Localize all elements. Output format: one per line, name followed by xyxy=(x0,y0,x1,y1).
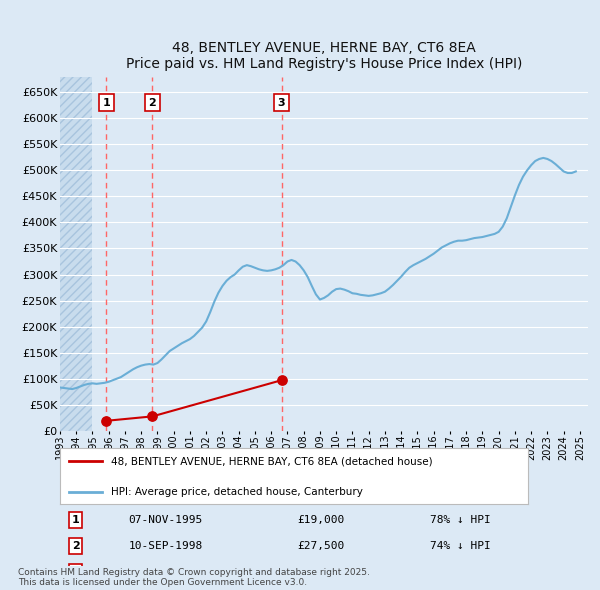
Text: 3: 3 xyxy=(278,98,286,108)
Bar xyxy=(60,77,92,431)
Text: Contains HM Land Registry data © Crown copyright and database right 2025.
This d: Contains HM Land Registry data © Crown c… xyxy=(18,568,370,587)
Text: £97,000: £97,000 xyxy=(298,566,345,576)
Text: HPI: Average price, detached house, Canterbury: HPI: Average price, detached house, Cant… xyxy=(112,487,364,497)
Text: 1: 1 xyxy=(72,515,80,525)
Title: 48, BENTLEY AVENUE, HERNE BAY, CT6 8EA
Price paid vs. HM Land Registry's House P: 48, BENTLEY AVENUE, HERNE BAY, CT6 8EA P… xyxy=(126,41,522,71)
Text: 21-AUG-2006: 21-AUG-2006 xyxy=(128,566,203,576)
Text: 07-NOV-1995: 07-NOV-1995 xyxy=(128,515,203,525)
Text: 3: 3 xyxy=(72,566,80,576)
Text: 64% ↓ HPI: 64% ↓ HPI xyxy=(430,566,490,576)
Text: 78% ↓ HPI: 78% ↓ HPI xyxy=(430,515,490,525)
Text: 74% ↓ HPI: 74% ↓ HPI xyxy=(430,541,490,550)
Text: 1: 1 xyxy=(103,98,110,108)
Text: 48, BENTLEY AVENUE, HERNE BAY, CT6 8EA (detached house): 48, BENTLEY AVENUE, HERNE BAY, CT6 8EA (… xyxy=(112,456,433,466)
Text: £27,500: £27,500 xyxy=(298,541,345,550)
Point xyxy=(148,412,157,421)
Text: 2: 2 xyxy=(72,541,80,550)
Text: £19,000: £19,000 xyxy=(298,515,345,525)
Text: 10-SEP-1998: 10-SEP-1998 xyxy=(128,541,203,550)
Text: 2: 2 xyxy=(149,98,157,108)
Point xyxy=(277,375,286,385)
Point xyxy=(101,416,111,425)
